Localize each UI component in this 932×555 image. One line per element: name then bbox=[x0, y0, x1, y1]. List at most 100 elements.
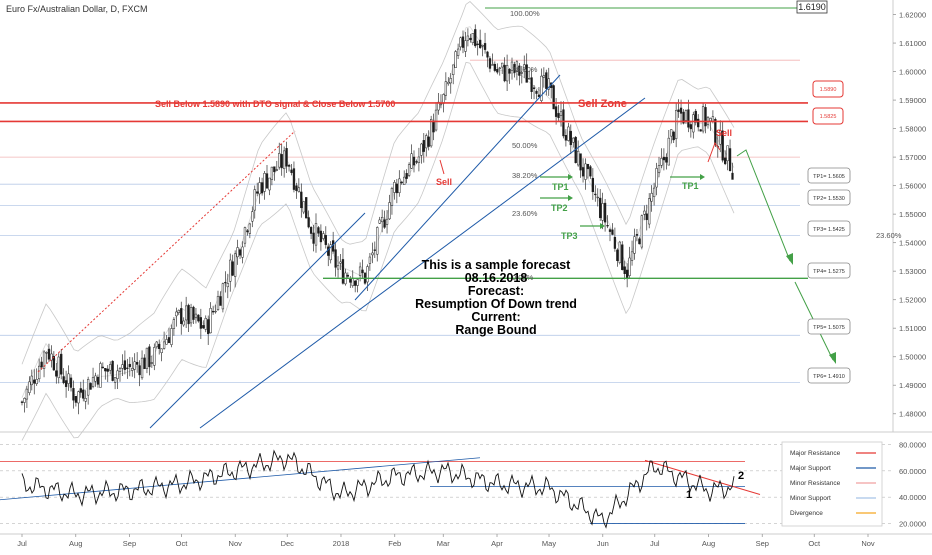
candle-body bbox=[608, 229, 612, 232]
candle-body bbox=[305, 197, 308, 219]
price-axis: 1.62000 1.61000 1.60000 1.59000 1.58000 1.570… bbox=[893, 11, 926, 419]
candle-body bbox=[398, 178, 401, 194]
candle-body bbox=[711, 116, 715, 122]
candle-body bbox=[464, 40, 467, 52]
candle-body bbox=[648, 198, 651, 225]
candle-body bbox=[640, 215, 644, 248]
candle-body bbox=[689, 124, 693, 130]
candle-body bbox=[432, 120, 435, 133]
candle-body bbox=[638, 238, 641, 245]
candle-body bbox=[221, 283, 225, 310]
candle-body bbox=[354, 280, 357, 286]
candle-body bbox=[307, 217, 310, 228]
candle-body bbox=[207, 319, 210, 335]
candle-body bbox=[35, 379, 38, 385]
candle-body bbox=[520, 72, 523, 74]
candle-body bbox=[476, 43, 479, 45]
candle-body bbox=[62, 376, 65, 384]
candle-body bbox=[415, 161, 418, 163]
candle-body bbox=[182, 320, 185, 326]
candle-body bbox=[74, 396, 78, 403]
candle-body bbox=[577, 150, 580, 166]
time-tick-label: Oct bbox=[176, 539, 189, 548]
zone-bottom-text: 1.5825 bbox=[820, 114, 837, 120]
candle-body bbox=[319, 230, 323, 243]
candle-body bbox=[628, 257, 631, 276]
candle-body bbox=[358, 266, 362, 276]
candle-body bbox=[630, 251, 634, 261]
candle-body bbox=[547, 78, 550, 90]
candle-body bbox=[724, 157, 727, 165]
candle-body bbox=[204, 317, 207, 330]
candle-body bbox=[287, 164, 291, 167]
candle-body bbox=[697, 118, 700, 128]
candle-body bbox=[314, 223, 318, 246]
price-tick-label: 1.56000 bbox=[899, 182, 926, 191]
candle-body bbox=[187, 304, 190, 325]
candle-body bbox=[434, 109, 438, 131]
candle-body bbox=[273, 166, 276, 173]
candle-body bbox=[503, 64, 506, 82]
blue-trendline-1 bbox=[149, 212, 366, 429]
time-axis: Jul Aug Sep Oct Nov Dec 2018 Feb Mar Apr May Jun Jul… bbox=[17, 534, 875, 548]
candle-body bbox=[229, 259, 232, 282]
candle-body bbox=[701, 106, 705, 132]
candle-body bbox=[407, 164, 411, 176]
tp2-label: TP2 bbox=[551, 203, 568, 213]
tp4-box: TP4= 1.5275 bbox=[807, 262, 851, 279]
candle-body bbox=[238, 249, 242, 256]
candle-body bbox=[69, 377, 73, 388]
candle-body bbox=[64, 380, 68, 387]
candle-body bbox=[248, 223, 251, 234]
candle-body bbox=[260, 182, 264, 194]
candle-body bbox=[449, 78, 452, 84]
candle-body bbox=[616, 249, 619, 262]
price-tick-label: 1.61000 bbox=[899, 39, 926, 48]
candle-body bbox=[40, 361, 43, 368]
candle-body bbox=[728, 148, 732, 171]
zone-bottom-box: 1.5825 bbox=[812, 107, 844, 125]
candle-body bbox=[368, 256, 372, 264]
fib-0-label: 0.00% bbox=[512, 273, 534, 282]
candle-body bbox=[96, 376, 100, 385]
candle-body bbox=[422, 140, 425, 152]
fib-236-right-label: 23.60% bbox=[876, 231, 902, 240]
candle-body bbox=[158, 343, 161, 349]
sell-arrow-right bbox=[707, 141, 721, 163]
tp1-box: TP1= 1.5605 bbox=[807, 167, 851, 184]
price-tick-label: 1.50000 bbox=[899, 353, 926, 362]
candle-body bbox=[87, 379, 90, 396]
tp1-text: TP1= 1.5605 bbox=[813, 174, 845, 180]
candle-body bbox=[444, 81, 448, 96]
candle-body bbox=[52, 356, 56, 371]
candle-body bbox=[483, 43, 487, 50]
candle-body bbox=[554, 106, 558, 117]
candle-body bbox=[327, 246, 330, 256]
candle-body bbox=[170, 328, 173, 345]
time-tick-label: Dec bbox=[281, 539, 295, 548]
candle-body bbox=[731, 172, 734, 180]
candle-body bbox=[535, 90, 538, 94]
price-tick-label: 1.49000 bbox=[899, 381, 926, 390]
candle-body bbox=[545, 72, 548, 89]
fib-382-label: 38.20% bbox=[512, 171, 538, 180]
level-boxes: 1.5890 1.5825 TP1= 1.5605 TP2= 1.5530 TP… bbox=[807, 80, 851, 384]
time-tick-label: Oct bbox=[808, 539, 821, 548]
candle-body bbox=[60, 353, 63, 375]
tp-arrowhead bbox=[568, 195, 573, 201]
candle-body bbox=[128, 363, 131, 368]
candle-body bbox=[106, 368, 109, 372]
candle-body bbox=[557, 113, 560, 119]
candle-body bbox=[199, 317, 202, 329]
candle-body bbox=[523, 64, 526, 70]
candle-body bbox=[694, 110, 697, 123]
oscillator-line bbox=[21, 449, 735, 529]
candle-body bbox=[488, 58, 492, 69]
candle-body bbox=[84, 398, 87, 402]
candle-body bbox=[643, 210, 646, 215]
legend-label: Major Resistance bbox=[790, 450, 841, 457]
candle-body bbox=[672, 131, 675, 141]
sell-label-right: Sell bbox=[716, 128, 732, 138]
candle-body bbox=[603, 202, 607, 223]
price-tick-label: 1.58000 bbox=[899, 125, 926, 134]
